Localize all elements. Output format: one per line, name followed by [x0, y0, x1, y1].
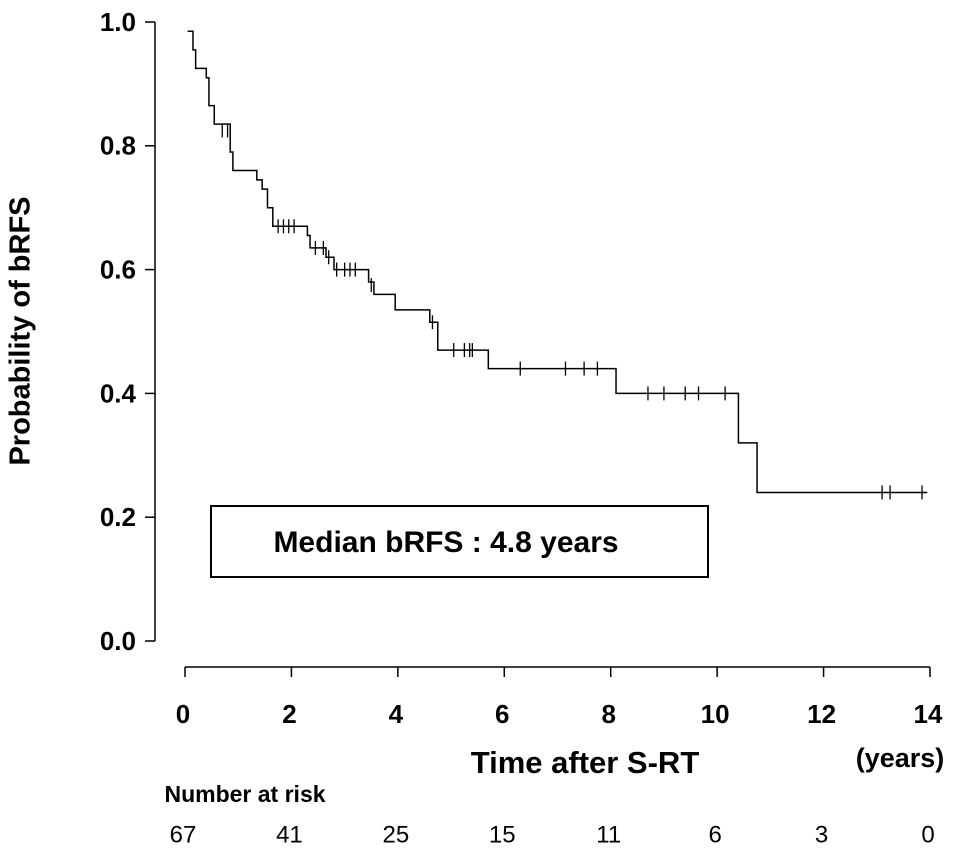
annotation: Median bRFS : 4.8 years: [273, 526, 618, 559]
risk-count: 41: [276, 821, 303, 848]
x-tick-label: 6: [495, 699, 509, 729]
x-axis-unit: (years): [856, 743, 945, 773]
x-tick-label: 10: [701, 699, 730, 729]
y-tick-label: 0.2: [100, 502, 136, 532]
x-tick-label: 8: [601, 699, 615, 729]
x-axis-title: Time after S-RT: [471, 745, 700, 780]
y-tick-label: 0.6: [100, 254, 136, 284]
risk-count: 25: [383, 821, 410, 848]
y-axis-title: Probability of bRFS: [5, 196, 37, 465]
x-tick-label: 0: [176, 699, 190, 729]
survival-curve: [187, 30, 928, 494]
risk-table-label: Number at risk: [164, 781, 325, 807]
risk-count: 11: [596, 821, 621, 848]
x-tick-label: 4: [389, 699, 404, 729]
x-tick-label: 14: [914, 699, 943, 729]
y-tick-label: 1.0: [100, 7, 136, 37]
x-tick-label: 2: [282, 699, 296, 729]
risk-count: 3: [815, 821, 828, 848]
risk-count: 6: [708, 821, 721, 848]
risk-count: 0: [921, 821, 934, 848]
risk-count: 67: [170, 821, 197, 848]
risk-count: 15: [489, 821, 516, 848]
y-tick-label: 0.0: [100, 626, 136, 656]
annotation-box: [210, 505, 709, 578]
y-tick-label: 0.8: [100, 131, 136, 161]
y-tick-label: 0.4: [100, 378, 137, 408]
x-tick-label: 12: [807, 699, 836, 729]
